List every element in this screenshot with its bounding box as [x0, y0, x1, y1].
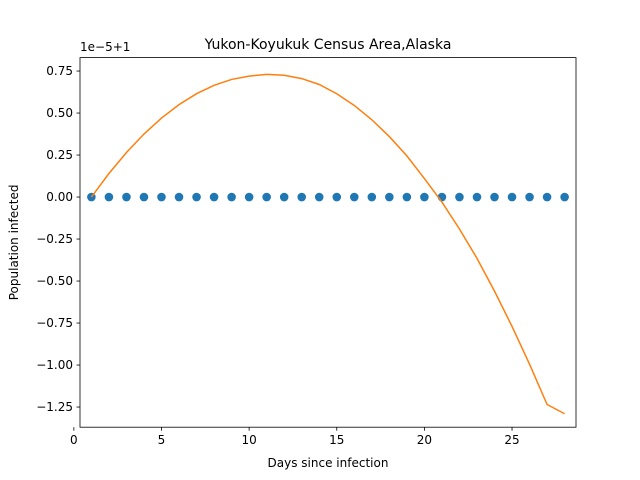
scatter-point	[192, 192, 201, 202]
scatter-point	[262, 192, 271, 202]
x-axis-label: Days since infection	[268, 456, 389, 470]
scatter-point	[455, 192, 464, 202]
scatter-point	[227, 192, 236, 202]
scatter-point	[420, 192, 429, 202]
y-tick-label: −0.75	[36, 316, 73, 330]
x-tick-label: 10	[241, 433, 256, 447]
y-tick-label: 0.25	[46, 148, 73, 162]
scatter-point	[139, 192, 149, 202]
scatter-point	[349, 192, 359, 202]
y-tick-label: 0.50	[46, 106, 73, 120]
x-tick-label: 15	[329, 433, 344, 447]
scatter-point	[174, 192, 184, 202]
scatter-point	[209, 192, 219, 202]
scatter-point	[104, 192, 114, 202]
y-tick-label: 0.00	[46, 190, 73, 204]
x-tick-label: 5	[158, 433, 166, 447]
scatter-point	[367, 192, 377, 202]
y-tick-label: −0.50	[36, 274, 73, 288]
y-tick-label: −1.00	[36, 358, 73, 372]
y-tick-label: 0.75	[46, 64, 73, 78]
x-axis-ticks: 0 5 10 15 20 25	[70, 427, 520, 447]
chart-marks	[87, 73, 569, 415]
y-axis-label: Population infected	[7, 185, 21, 301]
scatter-point	[490, 192, 499, 202]
y-offset-text: 1e−5+1	[80, 40, 130, 54]
series-line-1	[90, 73, 565, 415]
scatter-point	[542, 192, 552, 202]
scatter-point	[385, 192, 394, 202]
scatter-point	[244, 192, 254, 202]
chart-title: Yukon-Koyukuk Census Area,Alaska	[204, 37, 452, 53]
scatter-point	[560, 192, 569, 202]
y-axis-ticks: −1.25 −1.00 −0.75 −0.50 −0.25 0.00 0.25 0.50 0.7…	[36, 64, 80, 414]
x-tick-label: 20	[417, 433, 432, 447]
scatter-point	[314, 192, 324, 202]
scatter-point	[332, 192, 342, 202]
plot-frame	[79, 57, 577, 428]
scatter-point	[507, 192, 517, 202]
x-tick-label: 25	[504, 433, 519, 447]
scatter-point	[279, 192, 289, 202]
x-tick-label: 0	[70, 433, 78, 447]
scatter-point	[122, 192, 131, 202]
scatter-point	[157, 192, 166, 202]
scatter-point	[402, 192, 412, 202]
scatter-point	[297, 192, 307, 202]
scatter-point	[525, 192, 534, 202]
plot-area	[80, 57, 576, 428]
y-tick-label: −1.25	[36, 400, 73, 414]
scatter-point	[472, 192, 482, 202]
y-tick-label: −0.25	[36, 232, 73, 246]
